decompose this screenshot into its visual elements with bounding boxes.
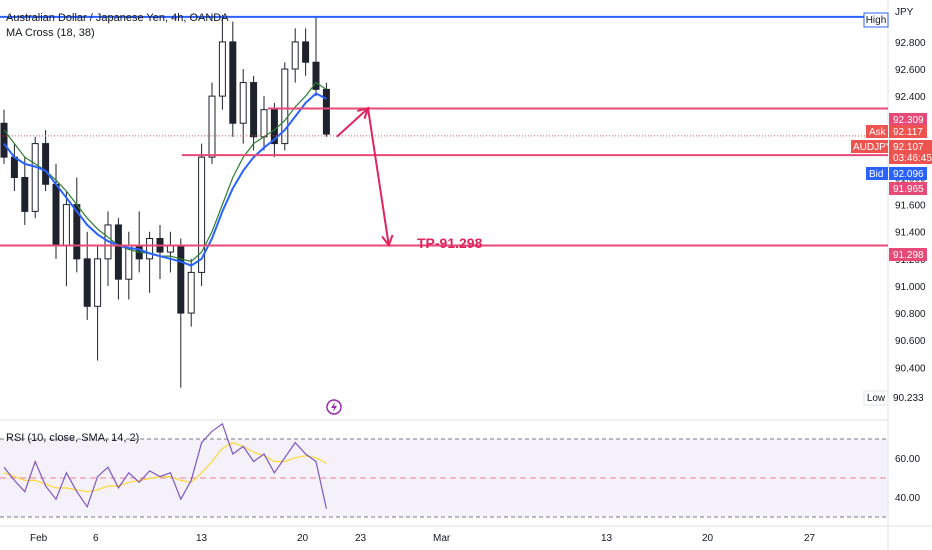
rsi-ma-line	[3, 441, 327, 493]
price-axis-ticks: 92.80092.60092.40092.00091.80091.60091.4…	[895, 38, 926, 374]
candle-body	[52, 183, 60, 246]
level-tp-value: 91.298	[893, 250, 924, 261]
time-label-20: 20	[297, 533, 309, 544]
symbol-tag: AUDJPY	[853, 142, 893, 153]
time-label-feb: Feb	[30, 533, 48, 544]
bid-value-tag	[889, 167, 927, 180]
price-tick: 90.400	[895, 363, 926, 374]
last-price-tag	[889, 140, 932, 164]
candle-body	[260, 109, 268, 138]
price-tick: 90.800	[895, 309, 926, 320]
candle-body	[229, 41, 237, 124]
ma-lines-group	[3, 81, 327, 267]
candle-body	[291, 41, 299, 70]
rsi-tick-60: 60.00	[895, 454, 920, 465]
countdown: 03:46:45	[893, 153, 932, 164]
ask-label: Ask	[869, 127, 887, 138]
time-label-6: 6	[93, 533, 99, 544]
price-tick: 92.800	[895, 38, 926, 49]
currency-label: JPY	[895, 7, 914, 18]
ask-value-tag	[889, 125, 927, 138]
level-upper-tag	[889, 113, 927, 126]
tp-annotation: TP-91.298	[417, 235, 483, 251]
bid-tag	[866, 167, 888, 180]
bid-label: Bid	[869, 169, 883, 180]
candle-body	[312, 61, 320, 90]
rsi-label[interactable]: RSI (10, close, SMA, 14, 2)	[6, 432, 140, 444]
price-tick: 91.000	[895, 282, 926, 293]
time-label-13: 13	[196, 533, 208, 544]
high-label: High	[866, 15, 887, 26]
level-middle-tag	[889, 182, 927, 195]
low-label: Low	[867, 393, 886, 404]
time-label-mar: Mar	[433, 533, 451, 544]
price-tick: 91.600	[895, 201, 926, 212]
symbol-title[interactable]: Australian Dollar / Japanese Yen, 4h, OA…	[6, 12, 229, 24]
rsi-tick-40: 40.00	[895, 493, 920, 504]
candle-body	[146, 238, 154, 260]
candle-body	[0, 122, 8, 158]
level-upper-value: 92.309	[893, 115, 924, 126]
candle-body	[177, 244, 185, 314]
candle-body	[83, 258, 91, 307]
time-label-mar13: 13	[601, 533, 613, 544]
candle-body	[239, 82, 247, 124]
candle-body	[218, 41, 226, 97]
candle-body	[21, 176, 29, 212]
rsi-group	[3, 422, 327, 509]
candle-body	[62, 204, 70, 246]
ma-cross-label[interactable]: MA Cross (18, 38)	[6, 27, 95, 39]
candle-body	[187, 271, 195, 314]
candle-body	[208, 95, 216, 158]
candle-body	[281, 68, 289, 145]
level-tp-tag	[889, 248, 927, 261]
projection-group	[336, 106, 394, 248]
ma-fast-line	[3, 92, 327, 267]
candle-body	[322, 88, 330, 135]
levels-group	[0, 107, 888, 247]
lightning-icon[interactable]	[326, 399, 342, 415]
candle-body	[31, 143, 39, 212]
candle-body	[94, 258, 102, 307]
last-price: 92.107	[893, 142, 924, 153]
time-label-mar27: 27	[804, 533, 816, 544]
ma-slow-line	[3, 81, 327, 263]
candle-body	[114, 224, 122, 280]
ask-value: 92.117	[893, 127, 923, 138]
symbol-tag-bg	[851, 140, 888, 153]
price-tick: 90.600	[895, 336, 926, 347]
projection-arrowhead-down	[381, 234, 394, 248]
bid-value: 92.096	[893, 169, 924, 180]
ask-tag	[866, 125, 888, 138]
projection-arrowhead-up	[357, 106, 370, 120]
candle-body	[198, 156, 206, 273]
candle-body	[42, 143, 50, 185]
time-label-mar20: 20	[702, 533, 714, 544]
low-tag	[863, 390, 889, 406]
level-middle-value: 91.965	[893, 184, 924, 195]
time-label-23: 23	[355, 533, 367, 544]
high-tag	[863, 12, 889, 28]
price-tick: 91.400	[895, 228, 926, 239]
price-tick: 92.400	[895, 92, 926, 103]
low-value: 90.233	[893, 393, 924, 404]
projection-path	[336, 106, 390, 246]
candle-body	[10, 156, 18, 178]
candle-body	[302, 41, 310, 63]
rsi-line	[3, 422, 327, 509]
candles-group	[0, 14, 330, 388]
price-tick: 92.600	[895, 65, 926, 76]
candle-body	[250, 82, 258, 138]
